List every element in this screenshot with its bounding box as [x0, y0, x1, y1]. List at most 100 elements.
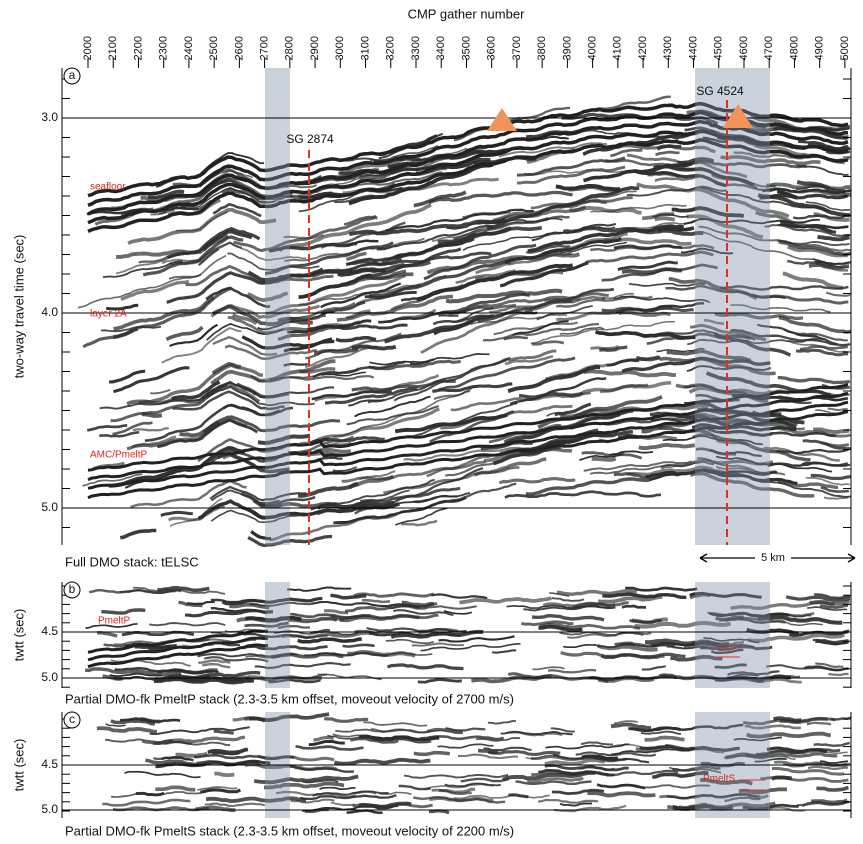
reflector [334, 194, 375, 204]
reflector [703, 319, 725, 325]
reflector [659, 356, 776, 376]
x-tick-label: 3400 [435, 36, 447, 60]
reflector [698, 225, 851, 252]
reflector [600, 652, 686, 659]
reflector [542, 601, 616, 608]
reflector [340, 157, 405, 173]
reflector [521, 620, 574, 627]
amc-reflector [87, 400, 849, 490]
reflector [441, 292, 530, 315]
reflector [385, 638, 434, 645]
reflector [595, 330, 696, 340]
x-tick-label: 2700 [259, 36, 271, 60]
reflector [714, 663, 747, 669]
reflector [324, 386, 418, 405]
panel-letter: b [69, 582, 76, 596]
reflector [526, 776, 584, 784]
reflector [359, 734, 440, 742]
reflector [166, 267, 324, 304]
reflector [206, 323, 283, 341]
reflector [203, 656, 269, 663]
seismometer-marker [723, 104, 753, 128]
reflector [686, 365, 772, 372]
reflector [654, 216, 676, 222]
reflector [428, 190, 573, 205]
reflector [264, 781, 345, 790]
reflector [390, 283, 464, 311]
reflector [746, 731, 832, 739]
reflector [222, 453, 256, 467]
reflector [401, 519, 438, 527]
y-axis-label: two-way travel time (sec) [11, 235, 26, 379]
reflector [445, 288, 563, 304]
reflector [696, 457, 786, 476]
reflector [641, 665, 667, 671]
reflector [210, 489, 280, 504]
reflector [777, 223, 850, 238]
reflector [116, 234, 229, 259]
reflector [198, 248, 220, 267]
reflector [640, 730, 682, 736]
reflector [714, 181, 851, 197]
reflector [438, 356, 576, 391]
reflector [720, 285, 849, 291]
reflector [327, 734, 432, 744]
reflector [817, 235, 850, 242]
reflector [417, 678, 462, 684]
reflector [686, 214, 764, 239]
reflector [324, 717, 369, 723]
reflector [646, 332, 752, 345]
reflector [298, 273, 371, 299]
x-tick-label: 2200 [132, 36, 144, 60]
reflector [652, 770, 709, 779]
reflector [777, 480, 839, 490]
reflector [738, 787, 787, 795]
reflector [437, 743, 494, 749]
pmeltp-reflector [87, 643, 269, 669]
x-tick-label: 2000 [82, 36, 94, 60]
reflector [333, 757, 431, 766]
x-tick-label: 4000 [587, 36, 599, 60]
reflector [754, 758, 787, 763]
x-tick-label: 2400 [183, 36, 195, 60]
figure-title: CMP gather number [408, 6, 525, 21]
reflector [668, 276, 758, 300]
reflector [757, 193, 851, 218]
reflector [589, 461, 715, 475]
reflector [527, 224, 684, 253]
reflector [601, 292, 634, 300]
reflector [580, 741, 613, 746]
reflector [707, 428, 837, 438]
reflector [332, 651, 433, 656]
reflector [205, 796, 307, 803]
reflector [277, 624, 311, 630]
reflector [559, 631, 644, 636]
reflector [257, 433, 311, 446]
reflector [813, 427, 850, 434]
reflector [113, 327, 139, 339]
reflector [244, 621, 289, 628]
reflector [810, 473, 851, 481]
highlight-band [695, 582, 770, 688]
reflector [606, 769, 679, 777]
reflector [175, 211, 228, 232]
reflector [227, 252, 320, 271]
x-tick-label: 3800 [536, 36, 548, 60]
reflector [223, 403, 281, 417]
x-tick-label: 4700 [763, 36, 775, 60]
reflector [720, 155, 821, 166]
reflector [662, 435, 763, 446]
horizon-label: PmeltP [98, 616, 131, 627]
reflector [348, 398, 385, 407]
reflector [131, 435, 177, 448]
reflector [362, 598, 391, 604]
reflector [689, 471, 815, 498]
reflector [700, 777, 753, 786]
reflector [163, 740, 192, 745]
reflector [135, 791, 165, 797]
y-axis-label: twtt (sec) [11, 609, 26, 662]
reflector [703, 636, 760, 644]
reflector [302, 805, 399, 812]
y-tick-label: 3.0 [41, 110, 58, 124]
reflector [332, 466, 358, 472]
